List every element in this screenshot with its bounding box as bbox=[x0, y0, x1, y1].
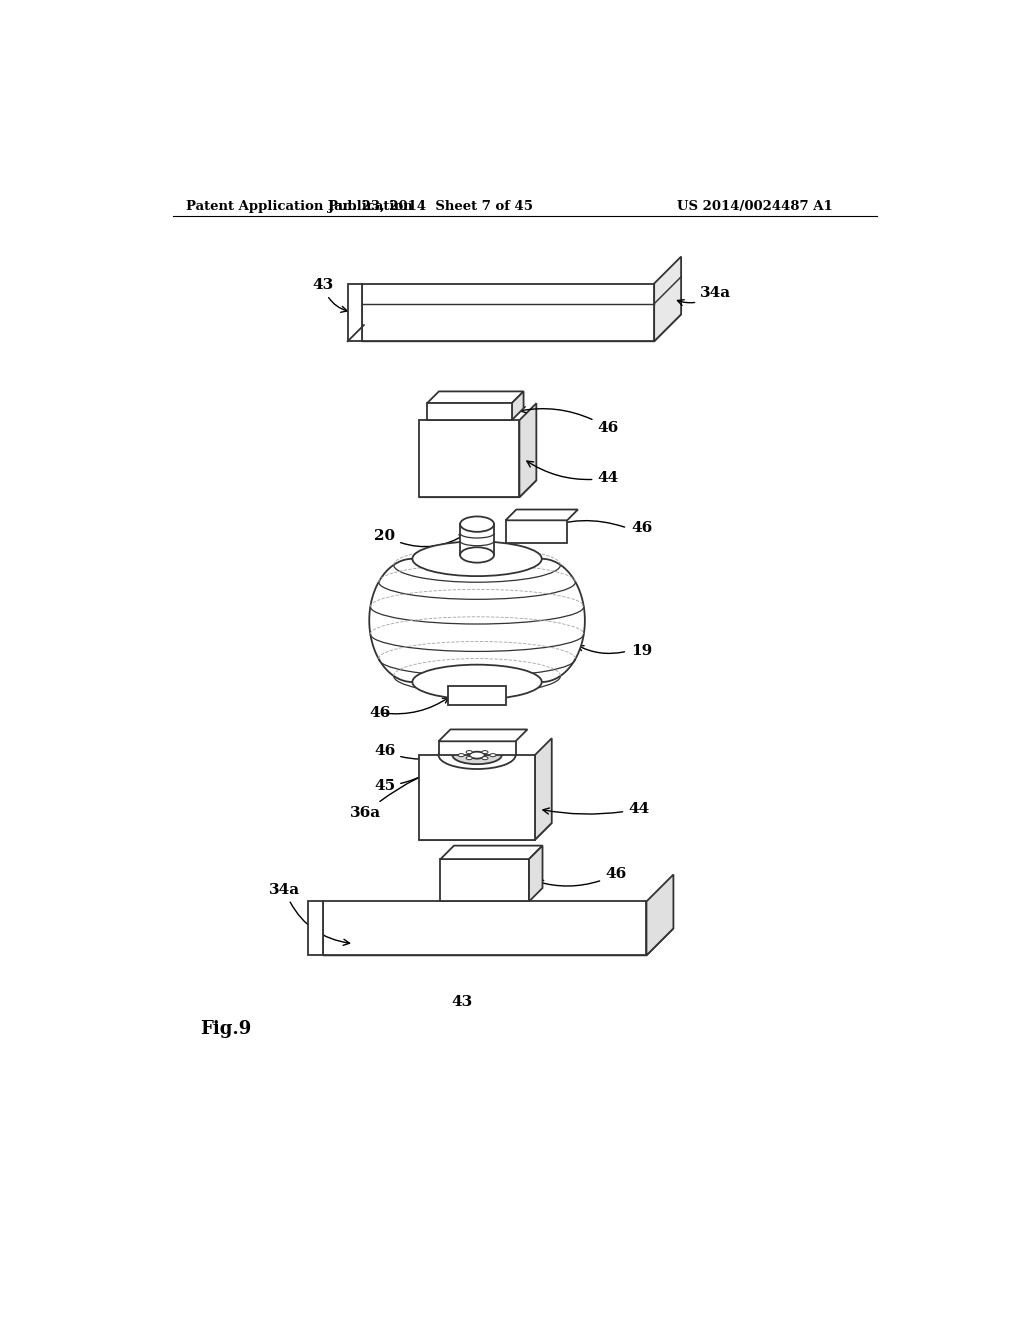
Text: 19: 19 bbox=[631, 644, 652, 659]
Polygon shape bbox=[323, 902, 646, 956]
Ellipse shape bbox=[413, 541, 542, 576]
Polygon shape bbox=[535, 738, 552, 840]
Ellipse shape bbox=[469, 751, 484, 759]
Text: 46: 46 bbox=[370, 706, 390, 719]
Polygon shape bbox=[440, 846, 543, 859]
Polygon shape bbox=[370, 558, 585, 682]
Polygon shape bbox=[361, 284, 654, 342]
Ellipse shape bbox=[489, 754, 496, 756]
Polygon shape bbox=[519, 404, 537, 498]
Ellipse shape bbox=[482, 751, 488, 754]
Polygon shape bbox=[529, 846, 543, 902]
Ellipse shape bbox=[438, 742, 515, 770]
Ellipse shape bbox=[460, 548, 494, 562]
Text: US 2014/0024487 A1: US 2014/0024487 A1 bbox=[677, 199, 833, 213]
Ellipse shape bbox=[413, 665, 542, 700]
Polygon shape bbox=[361, 314, 681, 342]
Text: Jan. 23, 2014  Sheet 7 of 45: Jan. 23, 2014 Sheet 7 of 45 bbox=[329, 199, 534, 213]
Text: 46: 46 bbox=[374, 741, 474, 759]
Text: 44: 44 bbox=[527, 461, 618, 484]
Polygon shape bbox=[427, 404, 512, 420]
Polygon shape bbox=[307, 902, 323, 956]
Text: 46: 46 bbox=[520, 407, 618, 434]
Text: 20: 20 bbox=[374, 529, 466, 546]
Text: 36a: 36a bbox=[350, 762, 456, 820]
Ellipse shape bbox=[466, 756, 472, 760]
Text: 43: 43 bbox=[312, 279, 347, 313]
Text: 34a: 34a bbox=[678, 286, 731, 305]
Ellipse shape bbox=[482, 756, 488, 760]
Polygon shape bbox=[419, 755, 535, 840]
Ellipse shape bbox=[460, 516, 494, 532]
Polygon shape bbox=[323, 928, 674, 956]
Polygon shape bbox=[654, 256, 681, 342]
Ellipse shape bbox=[466, 751, 472, 754]
Text: 46: 46 bbox=[631, 521, 652, 535]
Polygon shape bbox=[506, 510, 578, 520]
Text: 34a: 34a bbox=[269, 883, 349, 945]
Polygon shape bbox=[438, 730, 527, 742]
Text: 44: 44 bbox=[543, 803, 649, 816]
Polygon shape bbox=[438, 742, 515, 755]
Polygon shape bbox=[419, 480, 537, 498]
Text: Fig.9: Fig.9 bbox=[200, 1019, 251, 1038]
Polygon shape bbox=[419, 420, 519, 498]
Text: 46: 46 bbox=[537, 867, 627, 886]
Polygon shape bbox=[646, 874, 674, 956]
Text: 43: 43 bbox=[451, 994, 472, 1008]
Polygon shape bbox=[512, 392, 523, 420]
Polygon shape bbox=[427, 392, 523, 404]
Text: 45: 45 bbox=[374, 754, 451, 793]
Polygon shape bbox=[460, 524, 494, 554]
Polygon shape bbox=[449, 686, 506, 705]
Polygon shape bbox=[419, 822, 552, 840]
Ellipse shape bbox=[458, 754, 464, 756]
Polygon shape bbox=[506, 520, 567, 544]
Text: Patent Application Publication: Patent Application Publication bbox=[186, 199, 413, 213]
Polygon shape bbox=[348, 284, 361, 342]
Polygon shape bbox=[440, 859, 529, 902]
Ellipse shape bbox=[453, 746, 502, 764]
